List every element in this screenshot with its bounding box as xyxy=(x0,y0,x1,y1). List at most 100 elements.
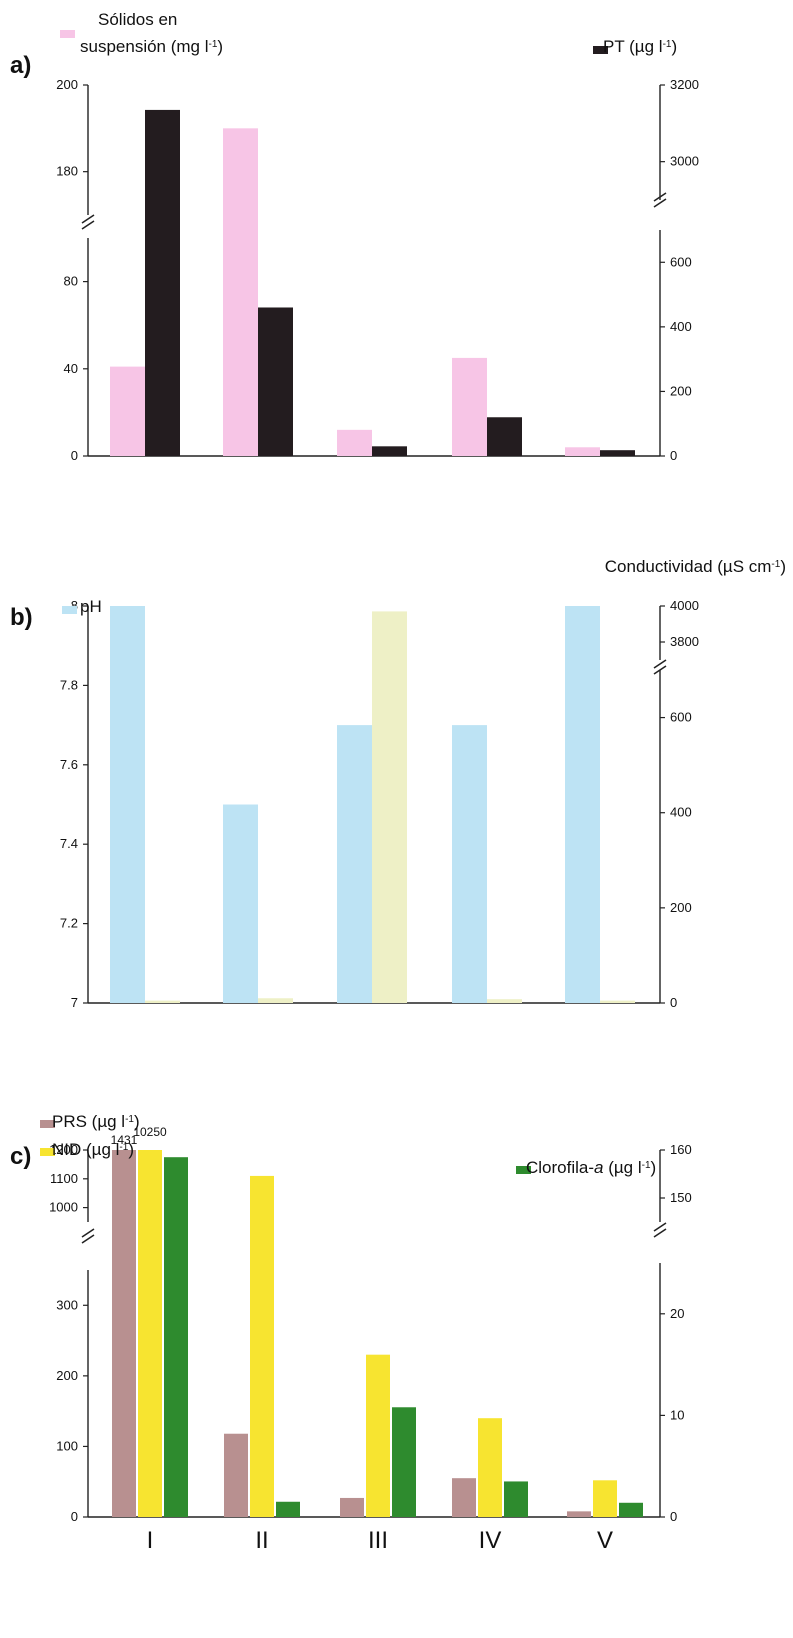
bar-I-s0 xyxy=(110,366,145,456)
bar-III-s0 xyxy=(337,429,372,456)
legend-swatch xyxy=(516,1166,531,1174)
legend-text-part: -1 xyxy=(119,1142,128,1153)
bar-III-s1 xyxy=(372,446,407,456)
right-axis-break xyxy=(653,192,667,202)
legend-swatch xyxy=(40,1120,55,1128)
left-tick-label: 7.4 xyxy=(60,836,78,851)
right-axis-break xyxy=(653,1222,667,1232)
right-tick-label: 0 xyxy=(670,448,677,463)
right-axis-break xyxy=(653,665,667,675)
right-tick-label: 400 xyxy=(670,805,692,820)
right-tick-label: 20 xyxy=(670,1306,684,1321)
right-tick-label: 200 xyxy=(670,900,692,915)
legend-text: Sólidos en xyxy=(98,10,177,29)
legend-text-part: ) xyxy=(134,1112,140,1131)
bar-II-s2 xyxy=(276,1501,300,1517)
category-label: IV xyxy=(479,1527,502,1554)
left-tick-label: 1100 xyxy=(50,1171,78,1186)
right-axis-break xyxy=(653,198,667,208)
legend-text-part: -1 xyxy=(663,39,672,50)
legend-text: Conductividad (µS cm-1) xyxy=(605,557,786,576)
bar-II-s1 xyxy=(258,998,293,1003)
right-tick-label: 150 xyxy=(670,1190,692,1205)
legend-text-part: (µg l xyxy=(604,1158,642,1177)
right-tick-label: 160 xyxy=(670,1142,692,1157)
right-tick-label: 10 xyxy=(670,1407,684,1422)
bar-V-s1 xyxy=(600,1000,635,1003)
left-tick-label: 200 xyxy=(56,77,78,92)
bar-IV-s0 xyxy=(452,357,487,456)
left-axis-break xyxy=(81,214,95,224)
legend-text-part: ) xyxy=(217,37,223,56)
left-tick-label: 7.2 xyxy=(60,916,78,931)
chart-panel-0: a) 0 40 80 180 200 0 200 400 600 3000 3200 Sólidos e… xyxy=(10,10,699,463)
panel-label: a) xyxy=(10,52,31,79)
right-tick-label: 3200 xyxy=(670,77,699,92)
legend-text-part: ) xyxy=(128,1140,134,1159)
right-tick-label: 4000 xyxy=(670,598,699,613)
right-tick-label: 600 xyxy=(670,710,692,725)
right-tick-label: 400 xyxy=(670,319,692,334)
bar-I-s0 xyxy=(112,1150,136,1517)
legend-swatch xyxy=(62,606,77,614)
bar-III-s1 xyxy=(366,1354,390,1517)
left-tick-label: 200 xyxy=(56,1368,78,1383)
left-axis-break xyxy=(81,1234,95,1244)
left-tick-label: 80 xyxy=(64,274,78,289)
legend-text: suspensión (mg l-1) xyxy=(80,37,223,56)
bar-I-s1 xyxy=(138,1150,162,1517)
bar-II-s0 xyxy=(223,804,258,1003)
bar-I-s1 xyxy=(145,109,180,457)
legend-text-part: -1 xyxy=(125,1114,134,1125)
legend-text-part: Conductividad (µS cm xyxy=(605,557,772,576)
bar-IV-s2 xyxy=(504,1481,528,1517)
legend-text-part: -1 xyxy=(642,1160,651,1171)
left-tick-label: 7 xyxy=(71,995,78,1010)
legend-text-part: ) xyxy=(671,37,677,56)
left-axis-break xyxy=(81,1228,95,1238)
bar-V-s0 xyxy=(565,447,600,456)
panel-label: b) xyxy=(10,604,33,631)
legend-text-part: -1 xyxy=(209,39,218,50)
bar-II-s0 xyxy=(224,1433,248,1517)
left-tick-label: 100 xyxy=(56,1438,78,1453)
left-tick-label: 40 xyxy=(64,361,78,376)
bar-V-s0 xyxy=(567,1511,591,1517)
bar-IV-s0 xyxy=(452,1478,476,1517)
bar-IV-s1 xyxy=(478,1418,502,1517)
legend-text-part: suspensión (mg l xyxy=(80,37,209,56)
bar-V-s2 xyxy=(619,1502,643,1517)
right-axis-break xyxy=(653,659,667,669)
legend-text-part: Clorofila- xyxy=(526,1158,594,1177)
right-axis-break xyxy=(653,1228,667,1238)
right-tick-label: 3000 xyxy=(670,154,699,169)
right-tick-label: 600 xyxy=(670,254,692,269)
category-label: I xyxy=(147,1527,154,1554)
category-label: V xyxy=(597,1527,613,1554)
legend-text-part: pH xyxy=(80,597,102,616)
right-tick-label: 0 xyxy=(670,1509,677,1524)
bar-III-s1 xyxy=(372,611,407,1003)
left-tick-label: 0 xyxy=(71,448,78,463)
bar-I-s1 xyxy=(145,1000,180,1003)
legend-text-part: NID (µg l xyxy=(52,1140,119,1159)
legend-text-part: -1 xyxy=(771,559,780,570)
bar-IV-s0 xyxy=(452,725,487,1003)
chart-panel-1: b) 7 7.2 7.4 7.6 7.8 8 0 200 400 600 3800 4000 pH Cond… xyxy=(10,557,786,1010)
left-tick-label: 7.6 xyxy=(60,757,78,772)
legend-text-part: ) xyxy=(780,557,786,576)
left-tick-label: 0 xyxy=(71,1509,78,1524)
chart-panel-2: c) 0 100 200 300 1000 1100 1200 0 10 20 150 160 14311… xyxy=(10,1112,692,1554)
left-tick-label: 180 xyxy=(56,164,78,179)
legend-swatch xyxy=(60,30,75,38)
bar-IV-s1 xyxy=(487,999,522,1003)
legend-text: Clorofila-a (µg l-1) xyxy=(526,1158,656,1177)
data-label: 1431 xyxy=(111,1133,138,1147)
legend-text-part: PRS (µg l xyxy=(52,1112,125,1131)
legend-text-part: a xyxy=(594,1158,603,1177)
bar-I-s2 xyxy=(164,1157,188,1517)
right-tick-label: 200 xyxy=(670,383,692,398)
left-tick-label: 300 xyxy=(56,1297,78,1312)
bar-I-s0 xyxy=(110,606,145,1003)
